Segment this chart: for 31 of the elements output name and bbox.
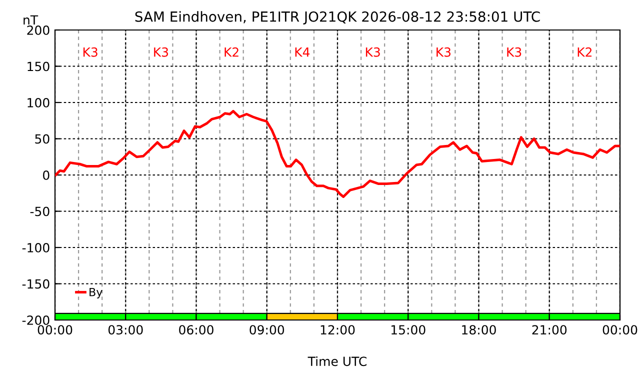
x-tick-label: 18:00 (462, 325, 496, 335)
y-tick-label: -200 (22, 315, 50, 325)
annotation: K3 (83, 47, 98, 57)
y-tick-label: 150 (28, 62, 50, 72)
chart-title: SAM Eindhoven, PE1ITR JO21QK 2026-08-12 23:58:01 UTC (135, 11, 540, 24)
x-tick-label: 12:00 (320, 325, 355, 335)
annotation: K2 (224, 47, 238, 57)
y-tick-label: 0 (43, 170, 50, 180)
annotation: K2 (578, 47, 592, 57)
y-tick-label: 100 (28, 98, 50, 108)
y-axis-title: nT (24, 15, 38, 24)
x-tick-label: 03:00 (108, 325, 143, 335)
x-tick-label: 00:00 (602, 325, 638, 335)
annotation: K3 (154, 47, 168, 57)
line-series (55, 110, 620, 198)
annotation: K4 (295, 48, 310, 57)
legend-label: By (90, 288, 102, 298)
x-tick-label: 15:00 (391, 325, 426, 335)
annotation: K3 (436, 47, 451, 57)
y-tick-label: 50 (35, 134, 50, 144)
annotation: K3 (366, 47, 380, 57)
x-tick-label: 00:00 (38, 325, 72, 335)
x-tick-label: 06:00 (179, 325, 214, 335)
y-tick-label: -100 (22, 242, 50, 252)
y-tick-label: -150 (22, 279, 50, 289)
y-tick-label: 200 (27, 25, 50, 35)
annotation: K3 (507, 47, 522, 57)
x-tick-label: 21:00 (532, 325, 567, 335)
y-tick-label: -50 (30, 206, 50, 216)
x-tick-label: 09:00 (250, 325, 284, 335)
x-axis-title: Time UTC (308, 356, 366, 366)
